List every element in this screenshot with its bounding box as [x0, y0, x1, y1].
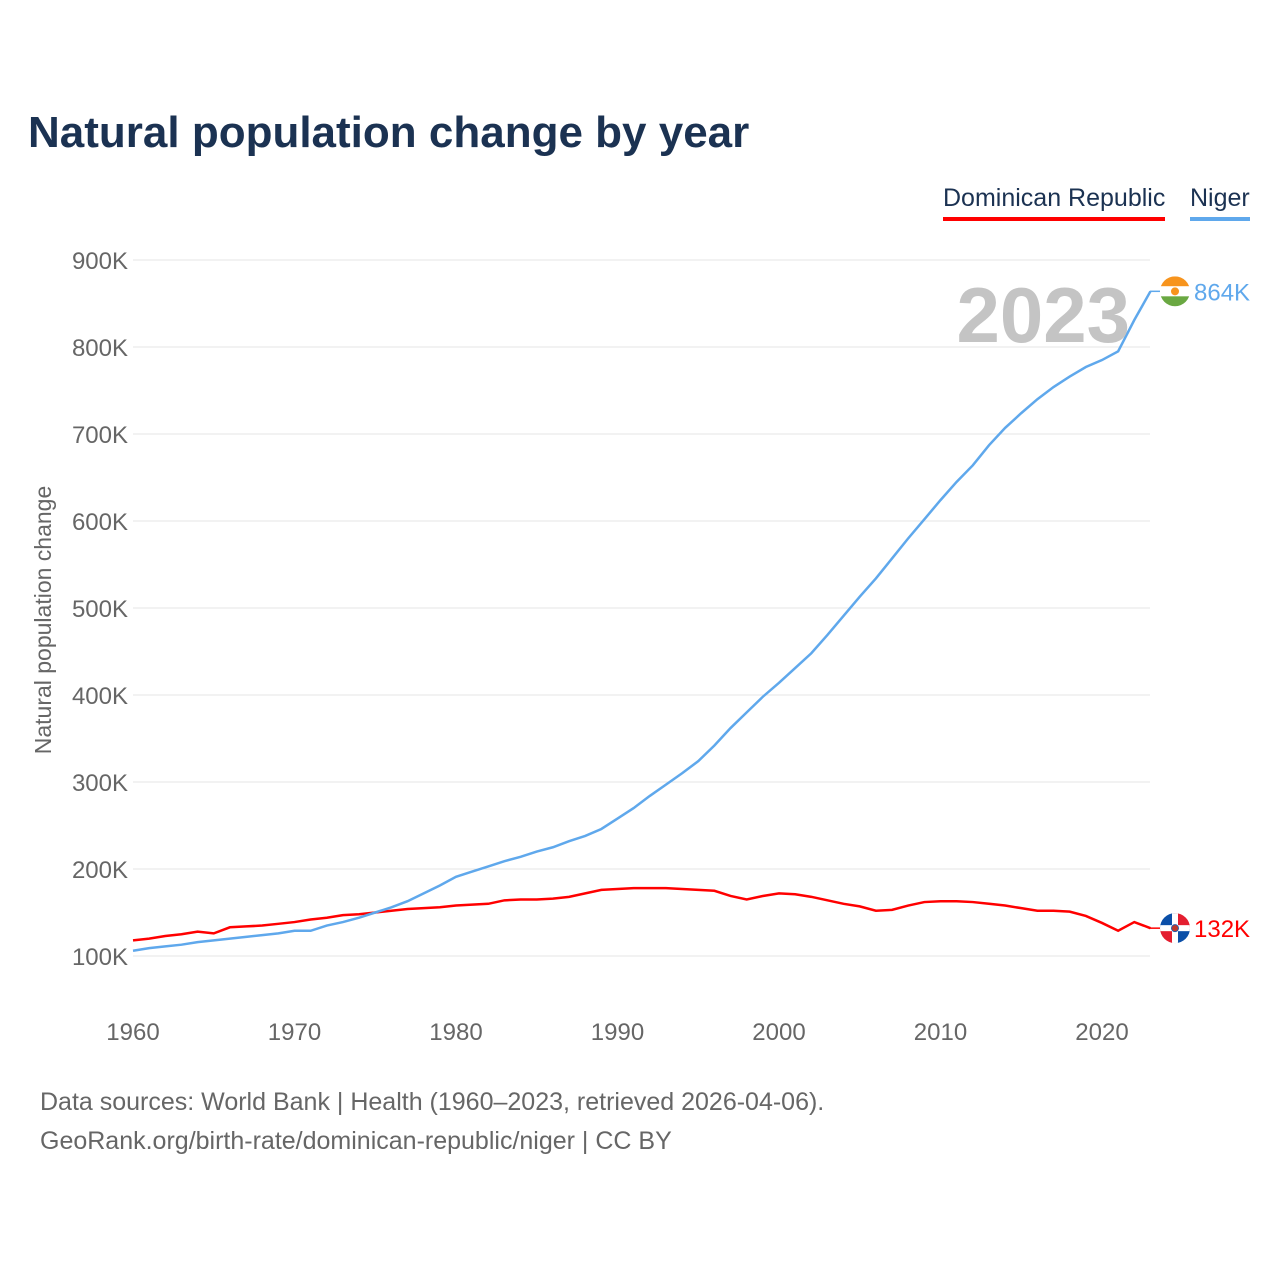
y-tick-label: 900K — [72, 248, 128, 275]
series-line-niger — [132, 290, 1152, 953]
y-tick-label: 100K — [72, 944, 128, 971]
x-tick-label: 2020 — [1075, 1019, 1128, 1046]
dominican-republic-flag-icon — [1160, 913, 1190, 944]
y-tick-label: 500K — [72, 596, 128, 623]
x-tick-label: 2000 — [752, 1019, 805, 1046]
y-tick-label: 700K — [72, 422, 128, 449]
x-tick-label: 1980 — [429, 1019, 482, 1046]
y-axis-label: Natural population change — [30, 486, 56, 755]
chart-title: Natural population change by year — [28, 108, 750, 157]
y-tick-label: 800K — [72, 335, 128, 362]
source-line-1: Data sources: World Bank | Health (1960–… — [40, 1088, 825, 1116]
y-tick-label: 200K — [72, 857, 128, 884]
y-tick-label: 400K — [72, 683, 128, 710]
legend-dominican-republic[interactable]: Dominican Republic — [943, 184, 1166, 221]
niger-flag-icon — [1160, 276, 1190, 307]
x-tick-label: 1960 — [106, 1019, 159, 1046]
x-tick-label: 2010 — [914, 1019, 967, 1046]
y-tick-label: 600K — [72, 509, 128, 536]
x-tick-label: 1990 — [591, 1019, 644, 1046]
y-tick-label: 300K — [72, 770, 128, 797]
year-watermark: 2023 — [956, 271, 1130, 359]
series-line-dominican-republic — [132, 886, 1151, 942]
niger-end-label: 864K — [1194, 279, 1250, 306]
legend-niger[interactable]: Niger — [1190, 184, 1250, 221]
source-line-2: GeoRank.org/birth-rate/dominican-republi… — [40, 1127, 672, 1155]
dr-end-label: 132K — [1194, 916, 1250, 943]
x-tick-label: 1970 — [268, 1019, 321, 1046]
